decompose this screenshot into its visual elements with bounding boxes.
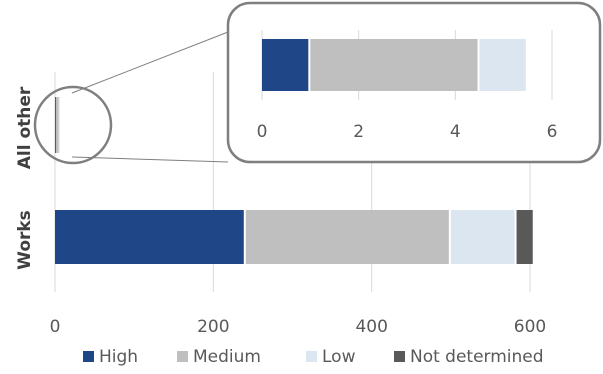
legend-swatch-low — [306, 351, 317, 362]
bar-works-high — [55, 210, 244, 264]
bar-all-other-low — [58, 97, 60, 153]
bar-works-not-determined — [516, 210, 533, 264]
inset-bar-low — [479, 39, 526, 91]
zoom-callout — [33, 31, 229, 165]
callout-connector-top — [71, 31, 229, 94]
legend-label-medium: Medium — [193, 347, 261, 367]
main-x-tick-labels: 0 200 400 600 — [50, 317, 547, 337]
magnifier-circle — [33, 85, 113, 165]
inset-x-tick-label: 4 — [450, 122, 461, 142]
legend-swatch-high — [83, 351, 94, 362]
inset-bar-medium — [310, 39, 478, 91]
category-label-all-other: All other — [15, 86, 35, 169]
legend-label-low: Low — [322, 347, 356, 367]
bar-works-low — [450, 210, 515, 264]
bar-all-other-medium — [55, 97, 59, 153]
callout-connector-bottom — [71, 156, 229, 163]
main-category-labels: All other Works — [15, 86, 35, 270]
main-bars — [55, 97, 533, 264]
bar-all-other-high — [55, 97, 57, 153]
inset-x-tick-label: 6 — [547, 122, 558, 142]
inset-bar-high — [262, 39, 309, 91]
inset-chart: 0 2 4 6 — [226, 1, 602, 164]
legend-swatch-not-determined — [394, 351, 405, 362]
legend-swatch-medium — [177, 351, 188, 362]
bar-works-medium — [245, 210, 449, 264]
x-tick-label: 200 — [197, 317, 229, 337]
x-tick-label: 400 — [355, 317, 387, 337]
legend-label-not-determined: Not determined — [410, 347, 544, 367]
inset-x-tick-label: 0 — [257, 122, 268, 142]
inset-x-tick-label: 2 — [353, 122, 364, 142]
x-tick-label: 600 — [514, 317, 546, 337]
category-label-works: Works — [15, 210, 35, 270]
chart-legend: High Medium Low Not determined — [83, 347, 544, 367]
x-tick-label: 0 — [50, 317, 61, 337]
legend-label-high: High — [99, 347, 138, 367]
